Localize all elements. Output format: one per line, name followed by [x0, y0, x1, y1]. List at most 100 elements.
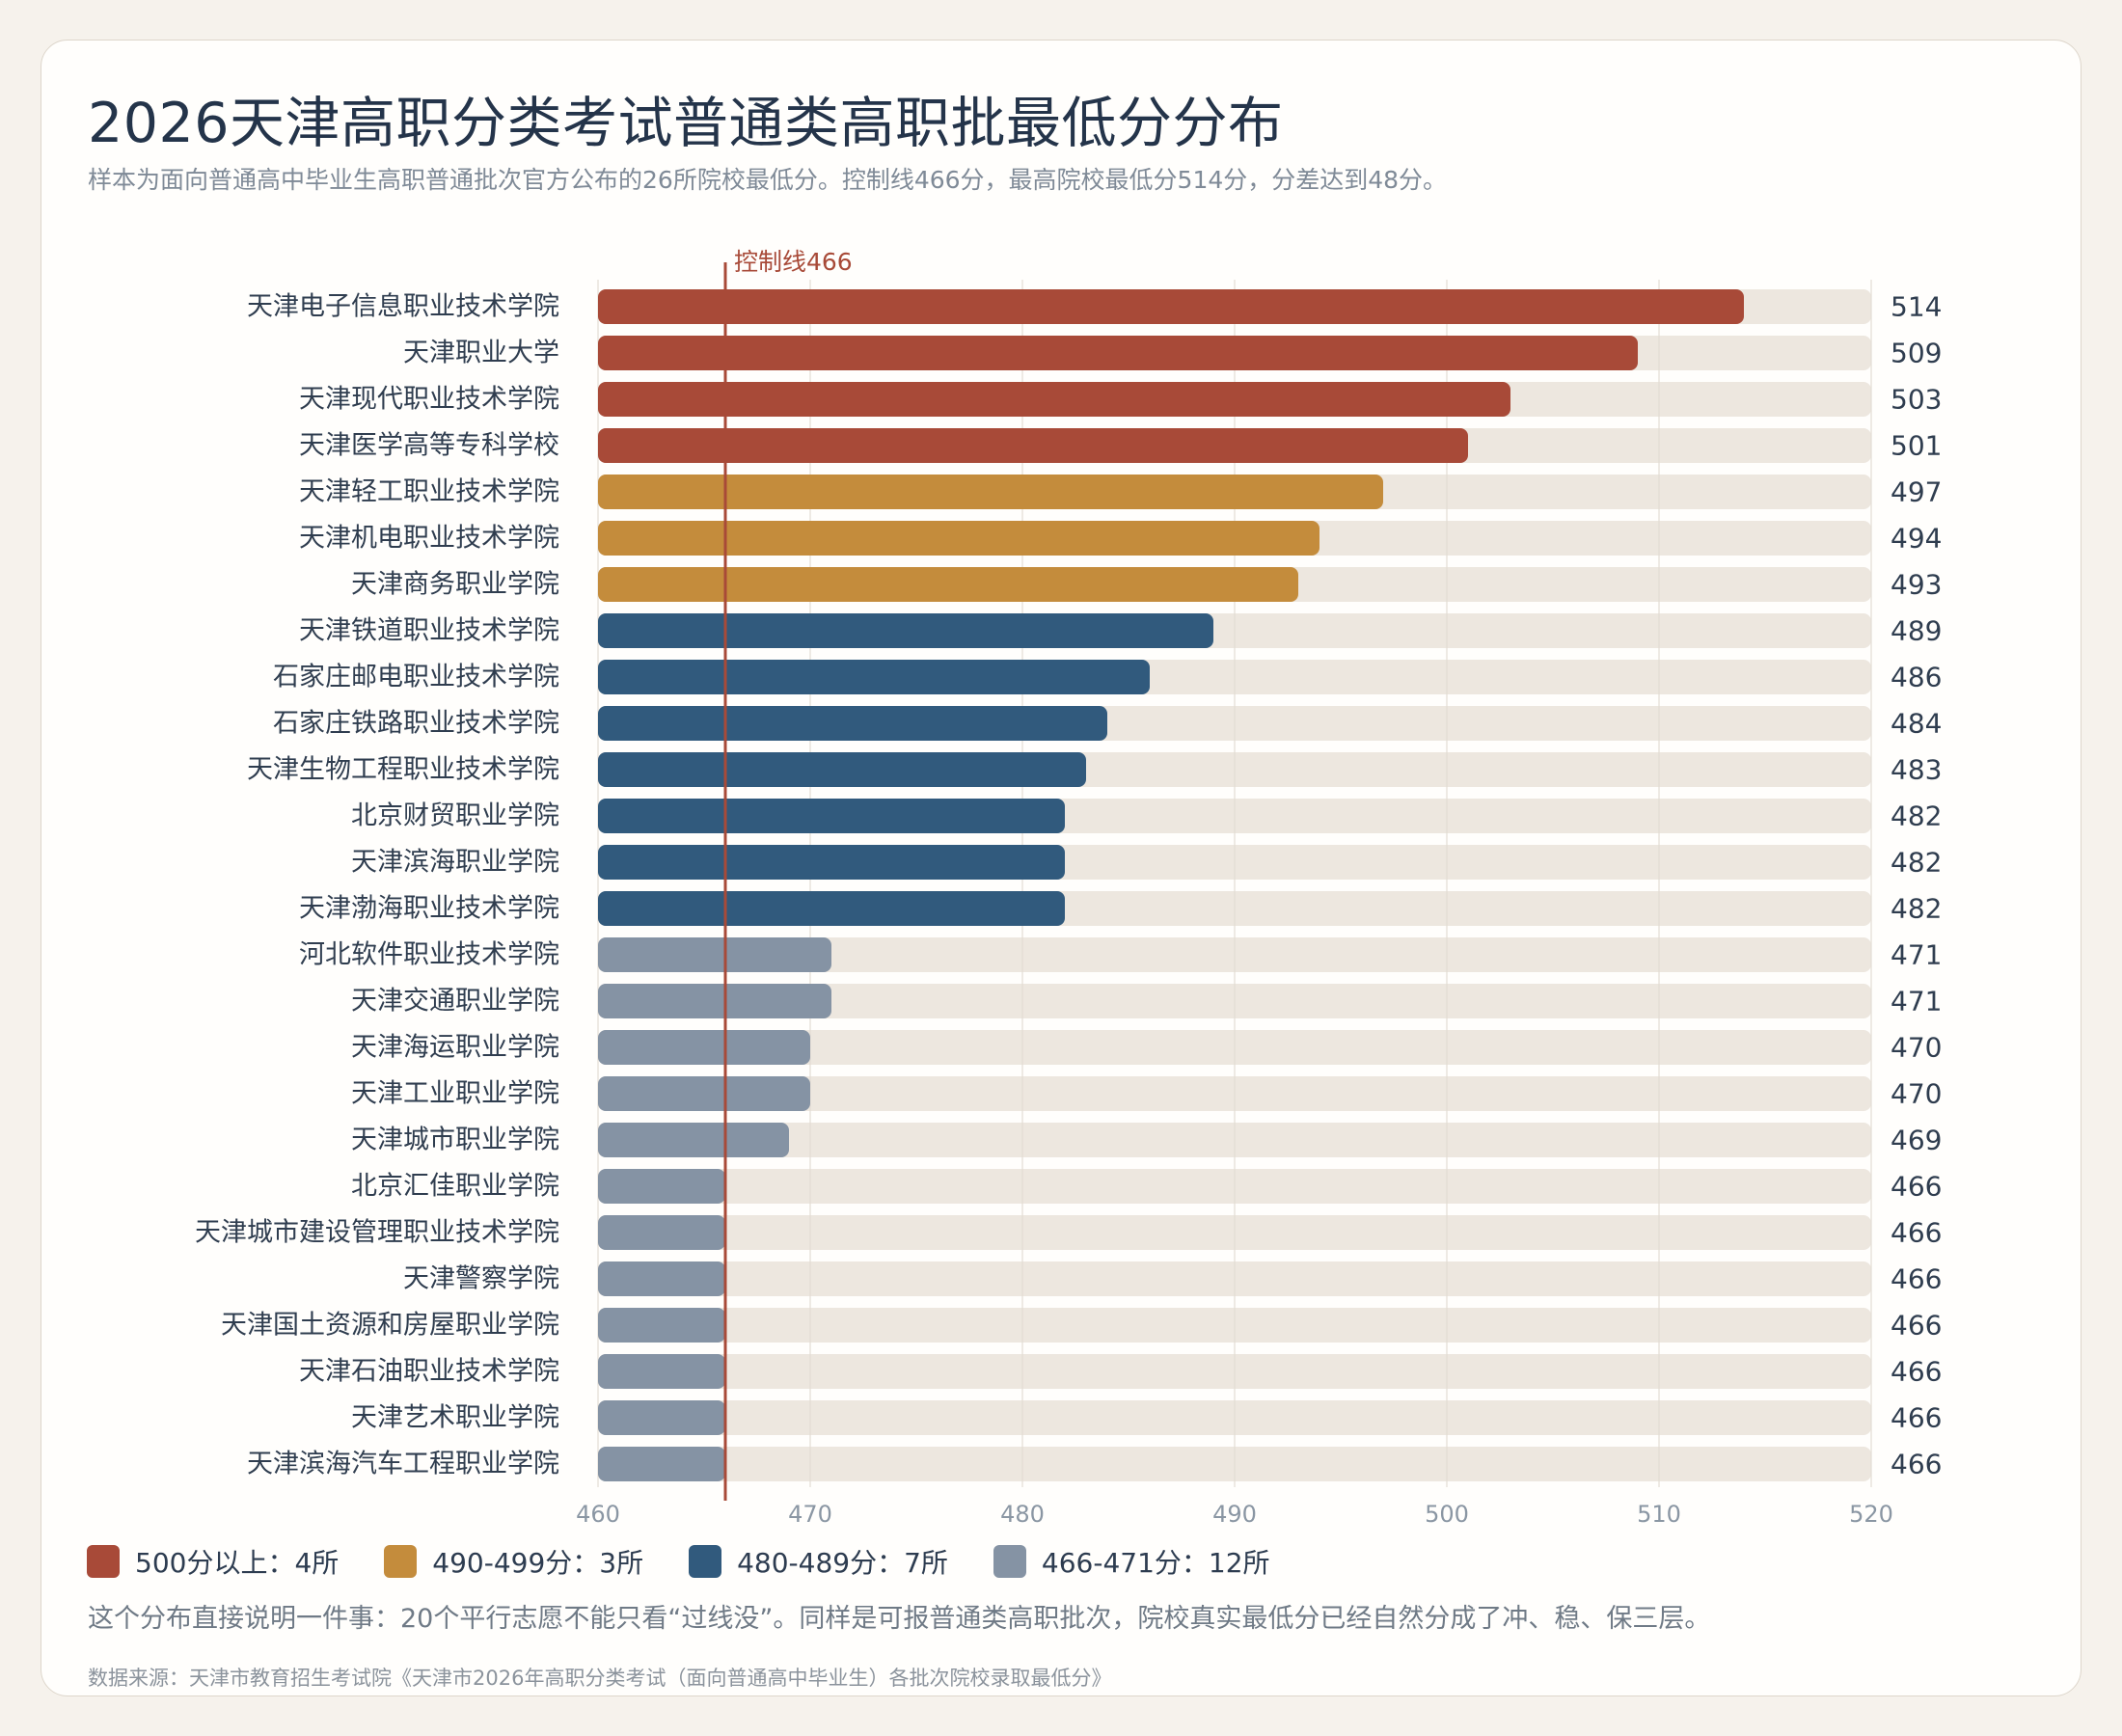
bar [598, 1076, 810, 1111]
legend-label-tier-4: 466-471分：12所 [1041, 1547, 1270, 1579]
category-label: 天津交通职业学院 [351, 987, 559, 1017]
page-subtitle: 样本为面向普通高中毕业生高职普通批次官方公布的26所院校最低分。控制线466分，… [88, 166, 1448, 194]
category-label: 天津石油职业技术学院 [299, 1357, 559, 1387]
bar [598, 1447, 725, 1481]
legend-label-tier-2: 490-499分：3所 [432, 1547, 644, 1579]
bar [598, 845, 1065, 880]
category-label: 天津城市职业学院 [351, 1126, 559, 1155]
category-label: 天津机电职业技术学院 [299, 524, 559, 554]
category-label: 天津警察学院 [403, 1264, 559, 1294]
value-label: 471 [1891, 939, 1942, 971]
legend-swatch-tier-4 [993, 1545, 1026, 1578]
value-label: 482 [1891, 893, 1942, 925]
category-label: 天津工业职业学院 [351, 1079, 559, 1109]
legend-item-tier-3: 480-489分：7所 [689, 1542, 948, 1581]
bar [598, 475, 1383, 509]
bar [598, 567, 1298, 602]
category-label: 天津职业大学 [403, 339, 559, 368]
value-label: 483 [1891, 754, 1942, 786]
value-label: 466 [1891, 1310, 1942, 1342]
bar [598, 382, 1510, 417]
category-label: 天津现代职业技术学院 [299, 385, 559, 415]
bar [598, 1261, 725, 1296]
bar [598, 660, 1150, 694]
bar [598, 1169, 725, 1204]
bar [598, 428, 1468, 463]
x-tick-label: 520 [1849, 1501, 1893, 1528]
value-label: 482 [1891, 800, 1942, 832]
category-label: 天津生物工程职业技术学院 [247, 755, 559, 785]
legend-label-tier-3: 480-489分：7所 [737, 1547, 948, 1579]
value-label: 486 [1891, 662, 1942, 693]
category-label: 天津渤海职业技术学院 [299, 894, 559, 924]
value-label: 503 [1891, 384, 1942, 416]
value-label: 482 [1891, 847, 1942, 879]
bar [598, 521, 1319, 556]
bar [598, 706, 1107, 741]
category-label: 天津滨海汽车工程职业学院 [247, 1450, 559, 1479]
bar [598, 1030, 810, 1065]
value-label: 471 [1891, 986, 1942, 1017]
legend-swatch-tier-1 [87, 1545, 120, 1578]
category-label: 天津国土资源和房屋职业学院 [221, 1311, 559, 1341]
chart-note: 这个分布直接说明一件事：20个平行志愿不能只看“过线没”。同样是可报普通类高职批… [88, 1604, 1711, 1634]
bar [598, 891, 1065, 926]
bar [598, 1123, 789, 1157]
value-label: 493 [1891, 569, 1942, 601]
legend-item-tier-1: 500分以上：4所 [87, 1542, 339, 1581]
value-label: 466 [1891, 1171, 1942, 1203]
value-label: 466 [1891, 1402, 1942, 1434]
category-label: 石家庄铁路职业技术学院 [273, 709, 559, 739]
page-title: 2026天津高职分类考试普通类高职批最低分分布 [88, 92, 1284, 155]
legend-item-tier-4: 466-471分：12所 [993, 1542, 1270, 1581]
control-line-label: 控制线466 [734, 248, 853, 276]
category-label: 天津滨海职业学院 [351, 848, 559, 878]
value-label: 469 [1891, 1125, 1942, 1156]
category-label: 石家庄邮电职业技术学院 [273, 663, 559, 692]
value-label: 484 [1891, 708, 1942, 740]
legend: 500分以上：4所 490-499分：3所 480-489分：7所 466-47… [87, 1542, 1316, 1581]
value-label: 470 [1891, 1078, 1942, 1110]
value-label: 466 [1891, 1356, 1942, 1388]
value-label: 466 [1891, 1449, 1942, 1480]
bar [598, 937, 831, 972]
legend-label-tier-1: 500分以上：4所 [135, 1547, 340, 1579]
value-label: 489 [1891, 615, 1942, 647]
category-label: 天津艺术职业学院 [351, 1403, 559, 1433]
category-label: 天津海运职业学院 [351, 1033, 559, 1063]
bar [598, 984, 831, 1018]
bar [598, 752, 1086, 787]
x-tick-label: 500 [1425, 1501, 1469, 1528]
category-label: 河北软件职业技术学院 [299, 940, 559, 970]
x-tick-label: 460 [576, 1501, 620, 1528]
category-label: 天津医学高等专科学校 [299, 431, 559, 461]
legend-swatch-tier-2 [384, 1545, 418, 1578]
value-label: 497 [1891, 476, 1942, 508]
bar [598, 799, 1065, 833]
legend-swatch-tier-3 [689, 1545, 722, 1578]
category-label: 天津铁道职业技术学院 [299, 616, 559, 646]
bar [598, 1215, 725, 1250]
category-label: 北京汇佳职业学院 [351, 1172, 559, 1202]
bar [598, 1308, 725, 1343]
value-label: 466 [1891, 1263, 1942, 1295]
value-label: 501 [1891, 430, 1942, 462]
category-label: 天津电子信息职业技术学院 [247, 292, 559, 322]
category-label: 北京财贸职业学院 [351, 801, 559, 831]
x-tick-label: 510 [1637, 1501, 1681, 1528]
bar [598, 1354, 725, 1389]
legend-item-tier-2: 490-499分：3所 [384, 1542, 643, 1581]
value-label: 514 [1891, 291, 1942, 323]
bar-chart: 天津电子信息职业技术学院 514 天津职业大学 509 天津现代职业技术学院 503 天津医… [195, 248, 1942, 1528]
category-label: 天津轻工职业技术学院 [299, 477, 559, 507]
bar [598, 1400, 725, 1435]
value-label: 494 [1891, 523, 1942, 555]
bar [598, 336, 1638, 370]
x-tick-label: 480 [1000, 1501, 1045, 1528]
x-tick-label: 490 [1212, 1501, 1257, 1528]
category-label: 天津商务职业学院 [351, 570, 559, 600]
x-tick-label: 470 [788, 1501, 832, 1528]
data-source: 数据来源：天津市教育招生考试院《天津市2026年高职分类考试（面向普通高中毕业生… [88, 1667, 1112, 1690]
value-label: 470 [1891, 1032, 1942, 1064]
value-label: 509 [1891, 338, 1942, 369]
